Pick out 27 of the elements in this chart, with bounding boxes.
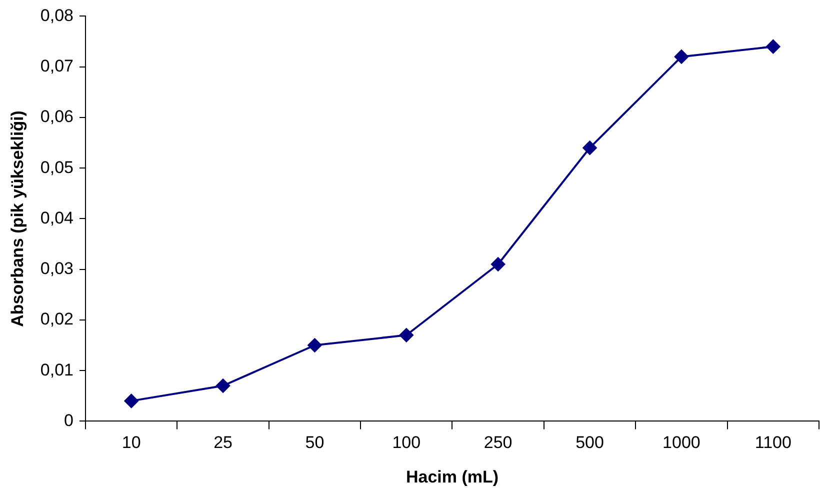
point [766,40,780,54]
x-tick-label: 50 [305,433,324,452]
x-tick-label: 25 [214,433,232,452]
point [582,140,597,155]
x-tick-label: 250 [484,433,512,452]
x-tick-label: 10 [122,433,141,452]
x-axis-title: Hacim (mL) [406,467,499,486]
y-tick-label: 0 [64,410,74,430]
y-tick-label: 0,05 [40,158,74,177]
x-tick-label: 100 [392,433,421,452]
point [124,394,138,408]
x-tick-label: 500 [576,433,604,452]
y-axis-title: Absorbans (pik yüksekliği) [8,110,27,327]
y-tick-label: 0,08 [40,6,74,25]
y-tick-label: 0,04 [40,208,74,228]
y-tick-label: 0,01 [40,360,74,380]
point [308,338,322,352]
y-tick-label: 0,07 [40,56,74,76]
point [399,328,414,342]
y-tick-label: 0,02 [40,310,74,329]
y-tick-label: 0,06 [40,107,74,126]
point [491,257,506,272]
point [674,50,688,64]
y-tick-label: 0,03 [40,259,74,278]
x-tick-label: 1100 [754,433,792,452]
x-tick-label: 1000 [662,433,700,452]
point [216,378,230,393]
